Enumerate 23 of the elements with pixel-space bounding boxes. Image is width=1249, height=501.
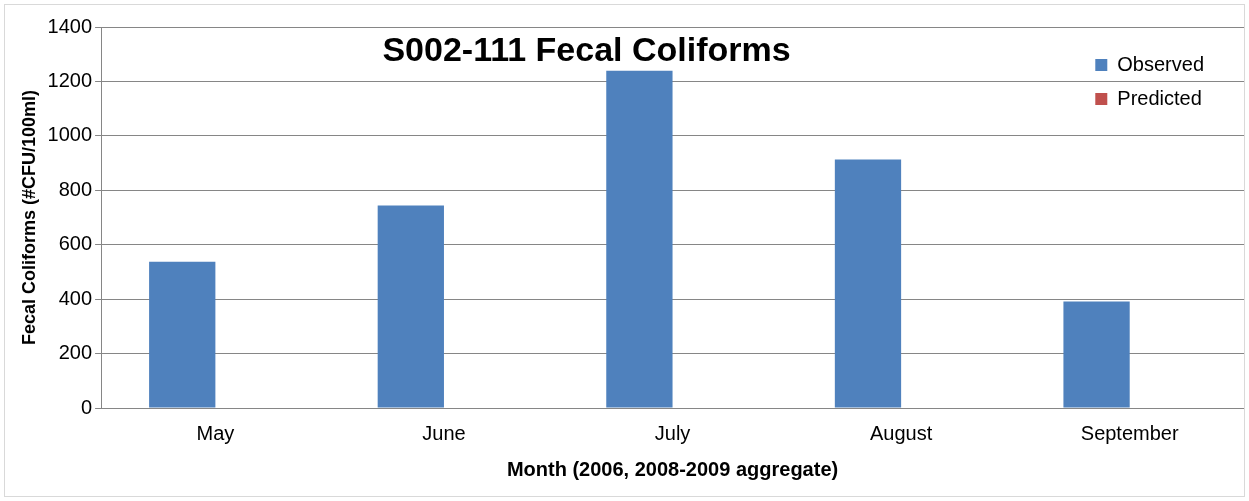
y-axis-title: Fecal Coliforms (#CFU/100ml) bbox=[18, 89, 39, 346]
bar bbox=[149, 261, 216, 408]
x-tick-label: August bbox=[869, 421, 933, 444]
bar bbox=[606, 70, 673, 408]
legend-label: Predicted bbox=[1117, 86, 1202, 109]
y-tick-label: 1400 bbox=[47, 14, 93, 37]
y-tick-label: 1000 bbox=[47, 123, 93, 146]
y-tick-label: 600 bbox=[58, 232, 93, 255]
bar bbox=[834, 159, 902, 408]
bar bbox=[377, 205, 444, 408]
x-tick-label: July bbox=[654, 421, 691, 444]
legend-label: Observed bbox=[1117, 52, 1205, 75]
y-tick-label: 800 bbox=[58, 177, 93, 200]
x-tick-label: June bbox=[422, 421, 466, 444]
y-tick-label: 400 bbox=[58, 286, 93, 309]
x-tick-label: September bbox=[1080, 421, 1179, 444]
x-axis-title: Month (2006, 2008-2009 aggregate) bbox=[506, 457, 839, 480]
chart-title: S002-111 Fecal Coliforms bbox=[382, 30, 791, 69]
x-tick-label: May bbox=[196, 421, 235, 444]
y-tick-label: 200 bbox=[58, 341, 93, 364]
bar bbox=[1063, 301, 1130, 408]
y-tick-label: 0 bbox=[80, 395, 93, 418]
y-tick-label: 1200 bbox=[47, 68, 93, 91]
